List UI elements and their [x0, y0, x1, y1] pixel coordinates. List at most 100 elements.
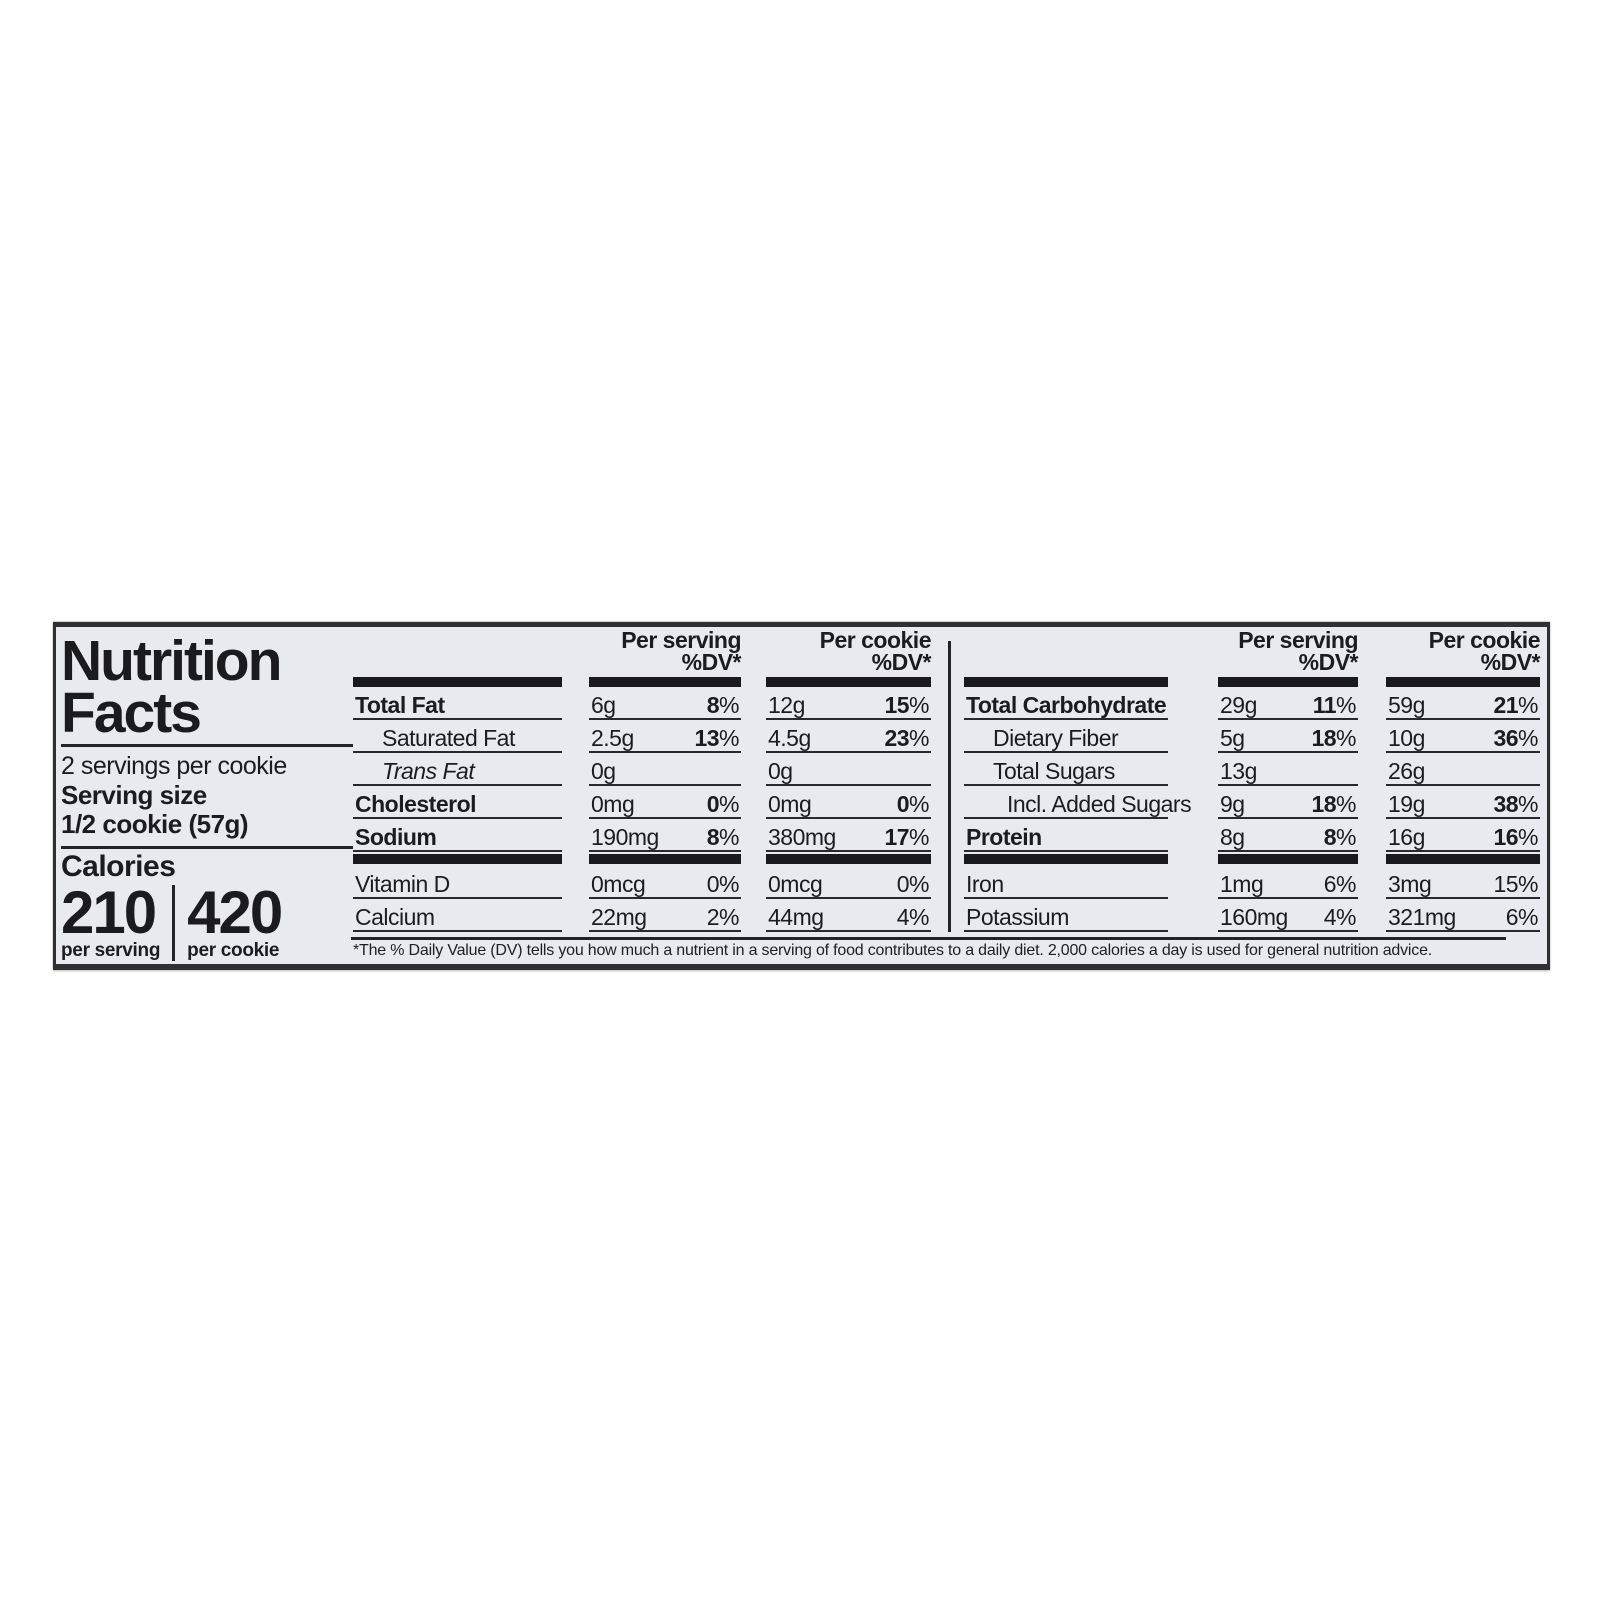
per-serving-header-text: Per serving — [1238, 627, 1358, 653]
amount-value: 160mg — [1220, 904, 1288, 930]
calories-label: Calories — [61, 850, 176, 883]
 — [1386, 854, 1540, 864]
dv-value: 15% — [1493, 871, 1538, 897]
amount-and-dv-cell: 380mg 17% — [766, 819, 931, 852]
nutrient-row: Cholesterol 0mg 0% 0mg 0% — [353, 786, 933, 819]
dv-value: 6% — [1323, 871, 1357, 897]
amount-and-dv-cell: 0g — [589, 753, 741, 786]
amount-and-dv-cell: 2.5g 13% — [589, 720, 741, 753]
dv-value: 17% — [884, 824, 929, 850]
dv-value: 15% — [884, 692, 929, 718]
 — [766, 854, 931, 864]
amount-value: 0g — [768, 758, 793, 784]
 — [1372, 687, 1386, 720]
nutrient-row: Total Fat 6g 8% 12g 15% — [353, 687, 933, 720]
empty-header-cell — [964, 627, 1168, 673]
dv-value: 23% — [884, 725, 929, 751]
 — [353, 854, 562, 864]
 — [589, 854, 741, 864]
 — [753, 899, 766, 932]
amount-and-dv-cell: 9g 18% — [1218, 786, 1358, 819]
nutrient-name: Incl. Added Sugars — [964, 786, 1192, 819]
dv-value: 21% — [1493, 692, 1538, 718]
empty-header-cell — [353, 627, 562, 673]
dv-header-text: %DV* — [681, 649, 742, 675]
nutrient-row: Iron 1mg 6% 3mg 15% — [964, 866, 1540, 899]
nutrition-facts-title: Nutrition Facts — [61, 629, 353, 745]
amount-and-dv-cell: 44mg 4% — [766, 899, 931, 932]
dv-value: 0% — [706, 871, 740, 897]
dv-value: 2% — [706, 904, 740, 930]
 — [1372, 786, 1386, 819]
calories-values: 210 per serving 420 per cookie — [61, 879, 353, 961]
amount-and-dv-cell: 29g 11% — [1218, 687, 1358, 720]
amount-and-dv-cell: 3mg 15% — [1386, 866, 1540, 899]
dv-value: 18% — [1311, 791, 1356, 817]
amount-value: 13g — [1220, 758, 1257, 784]
amount-value: 321mg — [1388, 904, 1456, 930]
nutrient-name: Sodium — [353, 819, 562, 852]
vertical-divider — [948, 641, 951, 932]
amount-value: 10g — [1388, 725, 1425, 751]
 — [1372, 753, 1386, 786]
 — [753, 720, 766, 753]
daily-value-footnote: *The % Daily Value (DV) tells you how mu… — [353, 942, 1433, 959]
nutrient-rows-left: Total Fat 6g 8% 12g 15% Saturated Fat 2.5g 13% 4… — [353, 687, 933, 932]
 — [753, 786, 766, 819]
dv-value: 0% — [706, 791, 740, 817]
amount-value: 4.5g — [768, 725, 811, 751]
 — [753, 866, 766, 899]
amount-value: 0mg — [768, 791, 812, 817]
nutrient-row: Calcium 22mg 2% 44mg 4% — [353, 899, 933, 932]
title-line-1: Nutrition — [61, 629, 282, 693]
per-serving-header: Per serving %DV* — [1218, 627, 1359, 675]
serving-size-value: 1/2 cookie (57g) — [61, 809, 249, 839]
nutrient-name: Total Sugars — [964, 753, 1168, 786]
amount-value: 8g — [1220, 824, 1245, 850]
amount-value: 19g — [1388, 791, 1425, 817]
nutrient-name: Dietary Fiber — [964, 720, 1168, 753]
title-line-2: Facts — [61, 681, 202, 745]
dv-header-text: %DV* — [1298, 649, 1359, 675]
amount-value: 22mg — [591, 904, 647, 930]
nutrient-name: Total Carbohydrate — [964, 687, 1168, 720]
 — [753, 753, 766, 786]
dv-value: 0% — [896, 791, 930, 817]
 — [1372, 899, 1386, 932]
amount-and-dv-cell: 1mg 6% — [1218, 866, 1358, 899]
nutrient-row: Trans Fat 0g 0g — [353, 753, 933, 786]
amount-value: 5g — [1220, 725, 1245, 751]
amount-and-dv-cell: 6g 8% — [589, 687, 741, 720]
nutrition-facts-label: Nutrition Facts 2 servings per cookie Se… — [53, 622, 1550, 970]
amount-value: 44mg — [768, 904, 824, 930]
calories-per-serving-value: 210 — [61, 879, 157, 946]
dv-value: 13% — [694, 725, 739, 751]
nutrient-name: Calcium — [353, 899, 562, 932]
nutrient-table-right: Per serving %DV* Per cookie %DV* Total C… — [964, 627, 1541, 932]
 — [1372, 720, 1386, 753]
nutrient-name: Iron — [964, 866, 1168, 899]
nutrient-row: Saturated Fat 2.5g 13% 4.5g 23% — [353, 720, 933, 753]
separator-bar — [964, 854, 1540, 864]
amount-value: 0mcg — [591, 871, 646, 897]
calories-per-cookie: 420 per cookie — [172, 883, 283, 961]
amount-value: 9g — [1220, 791, 1245, 817]
per-cookie-header-text: Per cookie — [1428, 627, 1541, 653]
label-info-block: Nutrition Facts 2 servings per cookie Se… — [61, 629, 353, 961]
 — [964, 854, 1168, 864]
dv-value: 11% — [1312, 692, 1357, 718]
amount-value: 6g — [591, 692, 616, 718]
per-cookie-header: Per cookie %DV* — [766, 627, 932, 674]
dv-value: 8% — [1323, 824, 1357, 850]
amount-and-dv-cell: 321mg 6% — [1386, 899, 1540, 932]
amount-and-dv-cell: 4.5g 23% — [766, 720, 931, 753]
amount-and-dv-cell: 16g 16% — [1386, 819, 1540, 852]
nutrient-row: Total Carbohydrate 29g 11% 59g 21% — [964, 687, 1540, 720]
dv-value: 36% — [1493, 725, 1538, 751]
dv-value: 0% — [896, 871, 930, 897]
nutrient-row: Protein 8g 8% 16g 16% — [964, 819, 1540, 852]
column-header-row: Per serving %DV* Per cookie %DV* — [964, 627, 1541, 675]
amount-value: 1mg — [1220, 871, 1264, 897]
amount-value: 16g — [1388, 824, 1425, 850]
dv-value: 8% — [706, 824, 740, 850]
